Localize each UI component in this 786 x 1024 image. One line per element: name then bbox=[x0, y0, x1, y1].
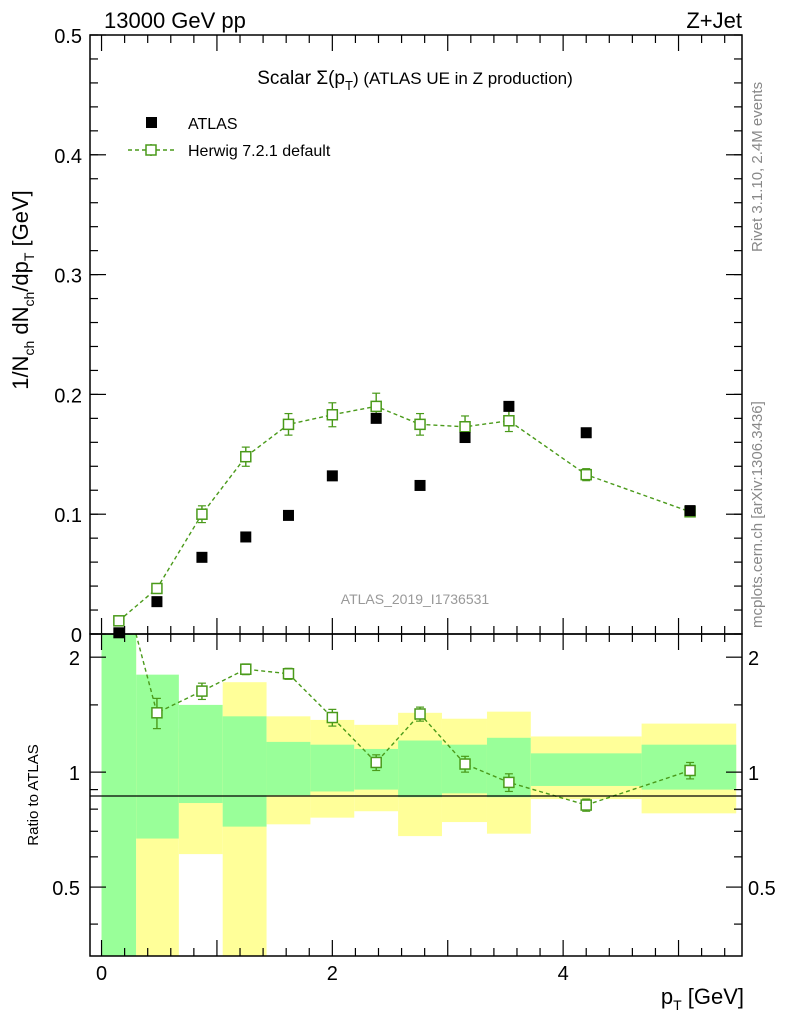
mc-line bbox=[118, 405, 691, 622]
title-prefix: Scalar Σ(p bbox=[257, 68, 345, 89]
data-point bbox=[113, 627, 125, 639]
mc-point bbox=[151, 582, 163, 595]
band-green-10 bbox=[530, 753, 642, 786]
band-green-2 bbox=[178, 704, 223, 804]
ratio-tick-label-right: 0.5 bbox=[748, 878, 776, 900]
data-point bbox=[240, 531, 252, 543]
legend-atlas-label: ATLAS bbox=[188, 116, 238, 133]
ratio-y-axis-label: Ratio to ATLAS bbox=[25, 744, 42, 845]
ratio-point bbox=[503, 776, 515, 789]
x-tick-label: 0 bbox=[96, 963, 107, 985]
ratio-point bbox=[414, 708, 426, 720]
ratio-tick-label-right: 2 bbox=[748, 648, 759, 670]
mc-point bbox=[326, 409, 339, 421]
ratio-point bbox=[580, 799, 592, 811]
ratio-point bbox=[282, 667, 295, 680]
ratio-line bbox=[135, 633, 691, 806]
data-point bbox=[196, 551, 208, 563]
legend-herwig-marker bbox=[145, 144, 157, 156]
ratio-tick-label-left: 2 bbox=[69, 648, 80, 670]
x-tick-label: 2 bbox=[327, 963, 338, 985]
data-point bbox=[684, 505, 696, 517]
ratio-frame bbox=[89, 633, 743, 957]
ratio-point bbox=[326, 711, 339, 724]
ratio-point bbox=[240, 663, 252, 675]
legend-atlas-marker bbox=[146, 117, 157, 128]
y-tick-label: 0 bbox=[71, 625, 82, 647]
band-green-7 bbox=[398, 740, 442, 798]
ratio-point bbox=[151, 707, 163, 719]
y-tick-label: 0.4 bbox=[54, 146, 82, 168]
data-point bbox=[459, 432, 471, 444]
y-tick-label: 0.2 bbox=[54, 385, 82, 407]
ratio-tick-label-left: 0.5 bbox=[52, 878, 80, 900]
band-green-3 bbox=[222, 716, 267, 827]
band-green-4 bbox=[266, 741, 311, 796]
ratio-point bbox=[196, 685, 208, 697]
data-point bbox=[370, 412, 382, 424]
data-point bbox=[326, 470, 338, 482]
header-right: Z+Jet bbox=[686, 8, 742, 33]
mc-point bbox=[414, 418, 426, 431]
title-suffix: ) (ATLAS UE in Z production) bbox=[353, 69, 573, 88]
mc-point bbox=[503, 415, 515, 427]
ratio-bands bbox=[101, 634, 737, 956]
mc-point bbox=[580, 468, 592, 481]
data-point bbox=[503, 400, 515, 412]
y-tick-label: 0.5 bbox=[54, 26, 82, 48]
mc-point bbox=[459, 420, 471, 433]
chart-title: Scalar Σ(pT) (ATLAS UE in Z production) bbox=[257, 68, 573, 93]
ratio-tick-label-right: 1 bbox=[748, 763, 759, 785]
x-tick-label: 4 bbox=[558, 963, 569, 985]
ratio-series bbox=[135, 633, 696, 812]
watermark: ATLAS_2019_I1736531 bbox=[341, 591, 490, 607]
side-text-mcplots: mcplots.cern.ch [arXiv:1306.3436] bbox=[749, 401, 766, 628]
ratio-point bbox=[459, 758, 471, 770]
data-point bbox=[414, 479, 426, 491]
mc-point bbox=[113, 615, 125, 627]
ratio-tick-label-left: 1 bbox=[69, 763, 80, 785]
title-sub: T bbox=[345, 78, 353, 93]
data-point bbox=[282, 509, 294, 521]
axis-ticks: 00.10.20.30.40.50 2 40.5 0.51 12 2 bbox=[52, 26, 776, 985]
band-green-0 bbox=[101, 634, 137, 956]
y-tick-label: 0.1 bbox=[54, 505, 82, 527]
y-axis-label: 1/Nch dNch/dpT [GeV] bbox=[8, 190, 37, 390]
y-tick-label: 0.3 bbox=[54, 266, 82, 288]
mc-point bbox=[196, 508, 208, 520]
ratio-point bbox=[684, 764, 696, 777]
header-left: 13000 GeV pp bbox=[104, 8, 246, 33]
main-series bbox=[113, 392, 696, 639]
side-text-rivet: Rivet 3.1.10, 2.4M events bbox=[749, 82, 766, 252]
x-axis-label: pT [GeV] bbox=[661, 984, 744, 1013]
legend: ATLAS Herwig 7.2.1 default bbox=[128, 116, 331, 160]
mc-point bbox=[282, 418, 295, 431]
legend-herwig-label: Herwig 7.2.1 default bbox=[188, 143, 331, 160]
data-point bbox=[580, 427, 592, 439]
mc-point bbox=[240, 450, 252, 463]
band-green-5 bbox=[310, 744, 355, 792]
data-point bbox=[151, 596, 163, 608]
ratio-point bbox=[370, 756, 382, 769]
mc-point bbox=[370, 400, 382, 413]
